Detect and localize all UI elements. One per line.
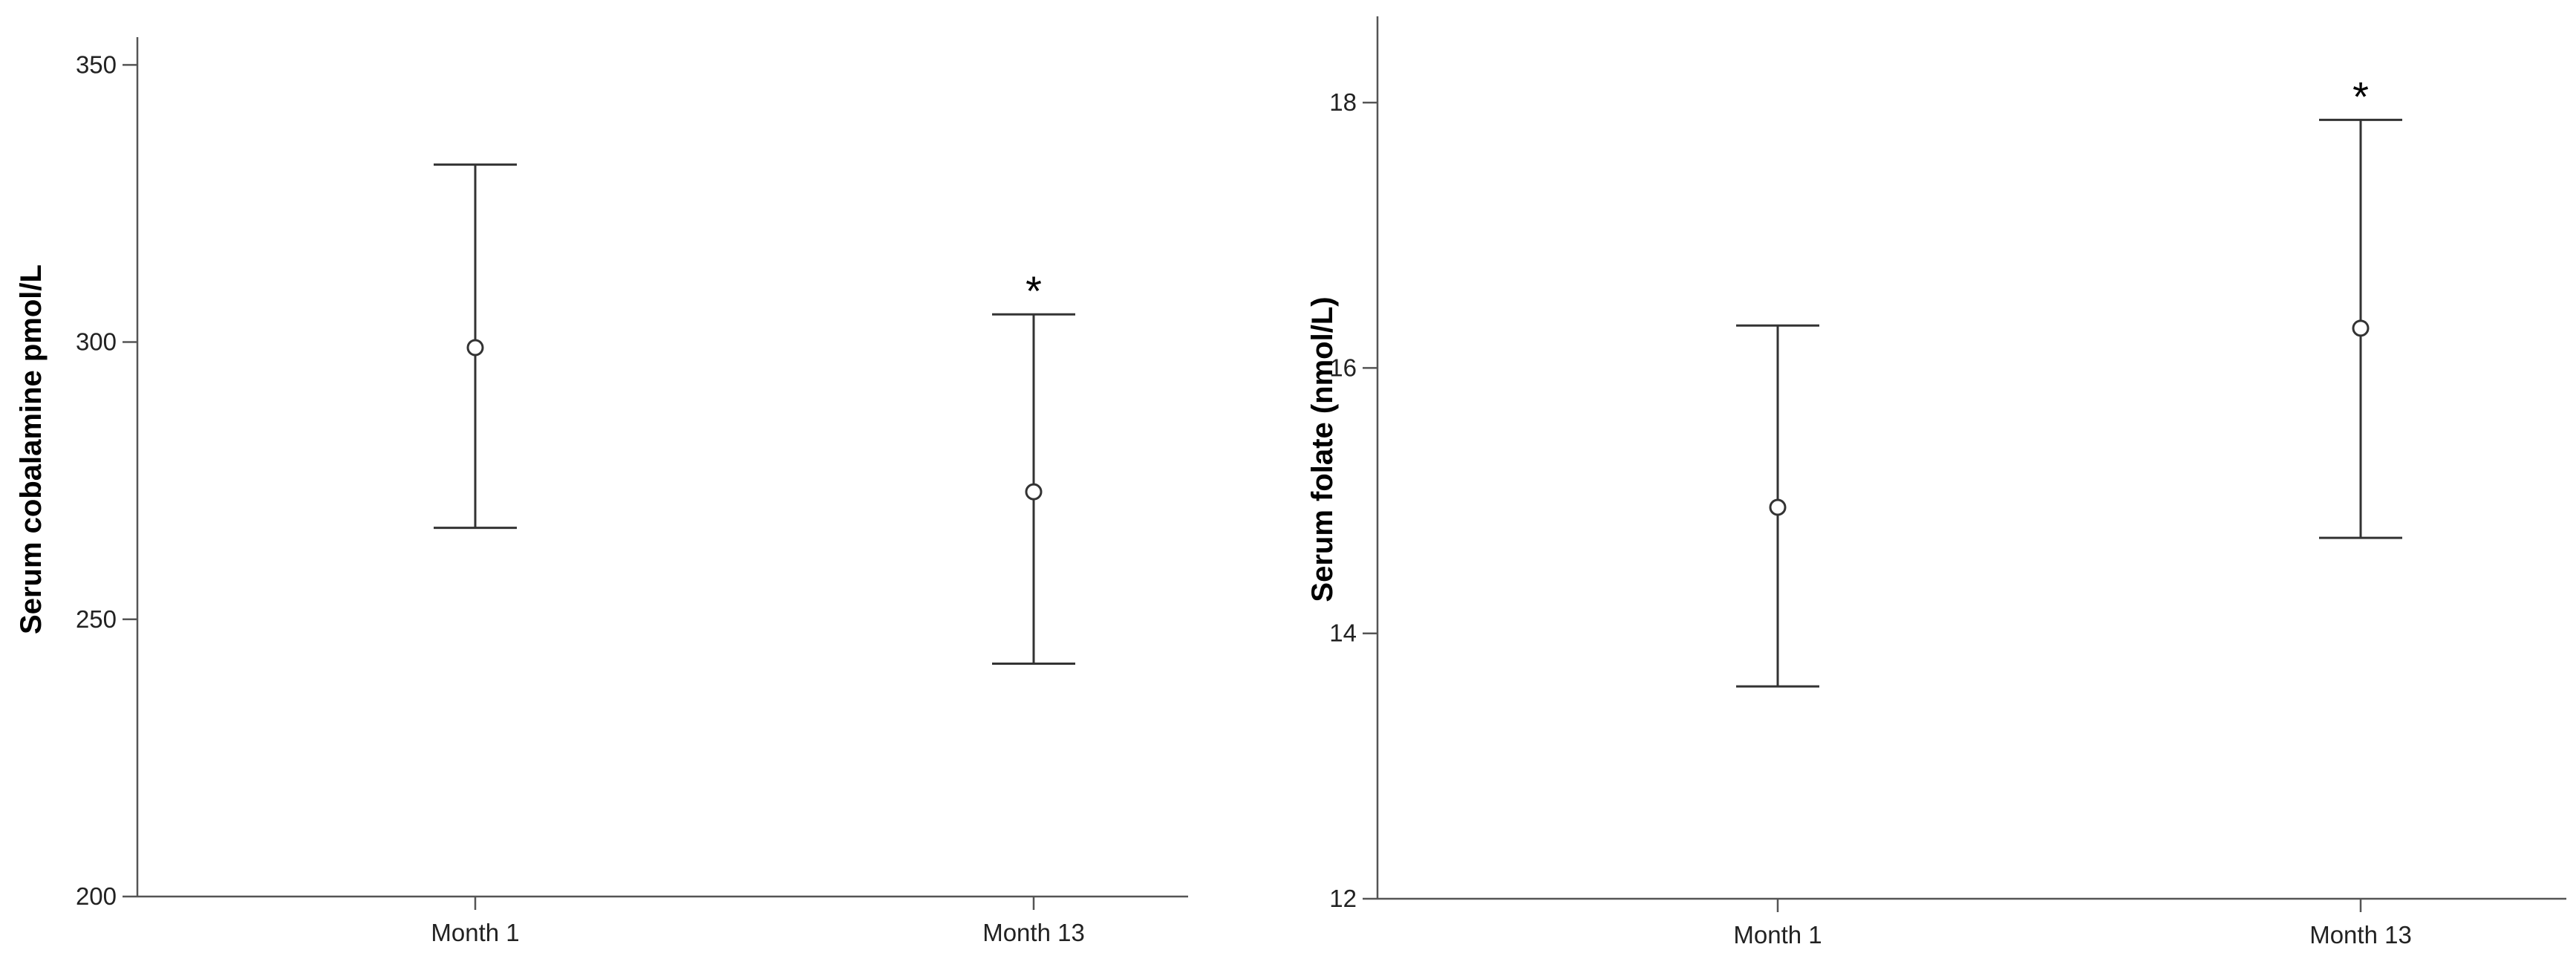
- mean-point: [466, 339, 484, 357]
- y-tick-label: 300: [76, 328, 117, 356]
- y-tick-label: 16: [1329, 354, 1357, 381]
- y-tick-label: 250: [76, 605, 117, 633]
- y-tick-label: 200: [76, 882, 117, 910]
- x-tick-label: Month 13: [2309, 921, 2412, 949]
- y-axis-title: Serum folate (nmol/L): [1306, 296, 1339, 602]
- y-tick-label: 14: [1329, 619, 1357, 647]
- y-tick-label: 12: [1329, 885, 1357, 912]
- significance-asterisk: *: [2352, 73, 2369, 120]
- y-tick-label: 18: [1329, 88, 1357, 116]
- mean-point: [1025, 483, 1043, 501]
- chart-folate: 12 14 16 18 Month 1 Month 13 Serum folate (nmo…: [1306, 16, 2566, 949]
- chart-cobalamine: 200 250 300 350 Month 1 Month 13 Serum cobalam…: [15, 37, 1188, 946]
- y-axis-title: Serum cobalamine pmol/L: [15, 264, 48, 634]
- significance-asterisk: *: [1025, 267, 1042, 314]
- x-tick-label: Month 1: [431, 919, 519, 946]
- mean-point: [2352, 319, 2370, 337]
- x-tick-label: Month 13: [982, 919, 1085, 946]
- mean-point: [1769, 498, 1787, 516]
- x-tick-label: Month 1: [1733, 921, 1822, 949]
- y-tick-label: 350: [76, 51, 117, 78]
